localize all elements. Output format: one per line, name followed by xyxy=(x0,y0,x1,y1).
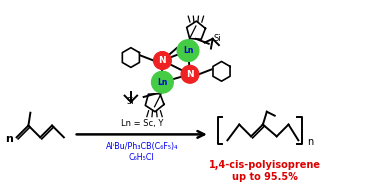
Text: n: n xyxy=(307,137,313,147)
Text: up to 95.5%: up to 95.5% xyxy=(232,172,298,182)
Circle shape xyxy=(181,65,199,83)
Text: Si: Si xyxy=(214,34,221,43)
Circle shape xyxy=(152,71,173,93)
Circle shape xyxy=(177,40,199,61)
Text: Ln: Ln xyxy=(157,78,167,87)
Text: C₆H₅Cl: C₆H₅Cl xyxy=(129,153,155,162)
Text: Ln: Ln xyxy=(183,46,193,55)
Text: AlⁱBu/Ph₃CB(C₆F₅)₄: AlⁱBu/Ph₃CB(C₆F₅)₄ xyxy=(105,142,178,151)
Text: N: N xyxy=(159,56,166,65)
Circle shape xyxy=(153,52,171,69)
Text: 1,4-cis-polyisoprene: 1,4-cis-polyisoprene xyxy=(209,160,321,170)
Text: Ln = Sc, Y: Ln = Sc, Y xyxy=(121,120,163,128)
Text: N: N xyxy=(186,70,194,79)
Text: Si: Si xyxy=(127,97,135,106)
Text: n: n xyxy=(5,134,12,144)
